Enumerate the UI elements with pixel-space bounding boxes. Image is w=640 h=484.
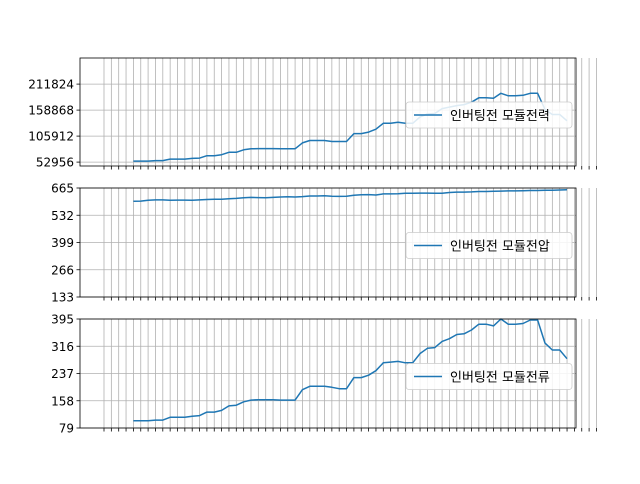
y-tick-label: 158868 <box>28 104 74 118</box>
series-line <box>133 92 568 162</box>
legend-label: 인버팅전 모듈전력 <box>450 109 550 124</box>
y-tick-label: 316 <box>51 340 74 354</box>
axes-frame <box>79 187 577 298</box>
series-line <box>133 318 568 422</box>
legend: 인버팅전 모듈전력 <box>405 101 573 129</box>
chart-panel-1: 52956 105912 158868 211824 인버팅전 모듈전력 <box>28 57 597 170</box>
y-tick-label: 105912 <box>28 130 74 144</box>
chart-panel-2: 133 266 399 532 665 인버팅전 모듈전압 <box>51 182 597 305</box>
y-tick-label: 211824 <box>28 78 74 92</box>
legend-label: 인버팅전 모듈전압 <box>450 240 550 255</box>
series-line <box>133 189 568 203</box>
y-tick-label: 158 <box>51 394 74 408</box>
y-tick-label: 237 <box>51 367 74 381</box>
y-tick-label: 266 <box>51 263 74 277</box>
y-tick-label: 399 <box>51 236 74 250</box>
legend-label: 인버팅전 모듈전류 <box>450 371 550 386</box>
legend-box <box>405 232 573 259</box>
axes-frame <box>79 57 577 167</box>
legend: 인버팅전 모듈전류 <box>405 363 573 390</box>
legend: 인버팅전 모듈전압 <box>405 232 573 259</box>
axes-frame <box>79 318 577 429</box>
y-tick-label: 52956 <box>36 156 74 170</box>
y-tick-label: 532 <box>51 209 74 223</box>
legend-box <box>405 101 573 129</box>
legend-box <box>405 363 573 390</box>
y-tick-label: 665 <box>51 182 74 196</box>
y-tick-label: 395 <box>51 313 74 327</box>
y-tick-label: 133 <box>51 291 74 305</box>
y-tick-label: 79 <box>59 422 74 436</box>
chart-panel-3: 79 158 237 316 395 인버팅전 모듈전류 <box>51 313 597 436</box>
